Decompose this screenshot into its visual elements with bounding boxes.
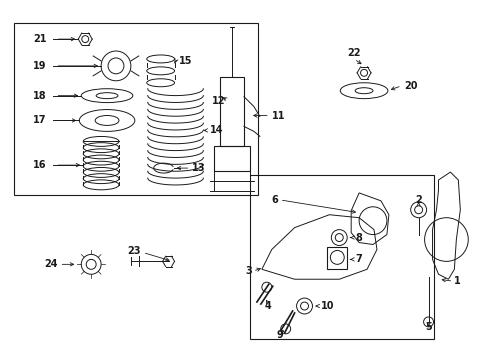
Text: 1: 1 xyxy=(453,276,460,286)
Text: 14: 14 xyxy=(210,125,224,135)
Text: 2: 2 xyxy=(414,195,421,205)
Text: 3: 3 xyxy=(244,266,251,276)
Bar xyxy=(14,23,257,195)
Text: 22: 22 xyxy=(346,48,360,58)
Text: 21: 21 xyxy=(33,34,46,44)
Text: 9: 9 xyxy=(276,330,283,340)
Text: 7: 7 xyxy=(354,255,361,264)
Bar xyxy=(326,247,346,269)
Text: 19: 19 xyxy=(33,61,46,71)
Text: 4: 4 xyxy=(264,301,271,311)
Text: 6: 6 xyxy=(270,195,277,205)
Bar xyxy=(220,77,244,146)
Text: 5: 5 xyxy=(425,322,431,332)
Bar xyxy=(249,175,433,339)
Text: 10: 10 xyxy=(321,301,334,311)
Bar xyxy=(214,146,249,171)
Text: 17: 17 xyxy=(33,116,46,126)
Text: 12: 12 xyxy=(212,96,225,105)
Text: 15: 15 xyxy=(178,56,192,66)
Text: 18: 18 xyxy=(33,91,46,101)
Text: 11: 11 xyxy=(271,111,285,121)
Text: 20: 20 xyxy=(403,81,416,91)
Text: 16: 16 xyxy=(33,160,46,170)
Text: 13: 13 xyxy=(192,163,205,173)
Text: 23: 23 xyxy=(127,247,141,256)
Text: 24: 24 xyxy=(44,259,57,269)
Text: 8: 8 xyxy=(354,233,361,243)
